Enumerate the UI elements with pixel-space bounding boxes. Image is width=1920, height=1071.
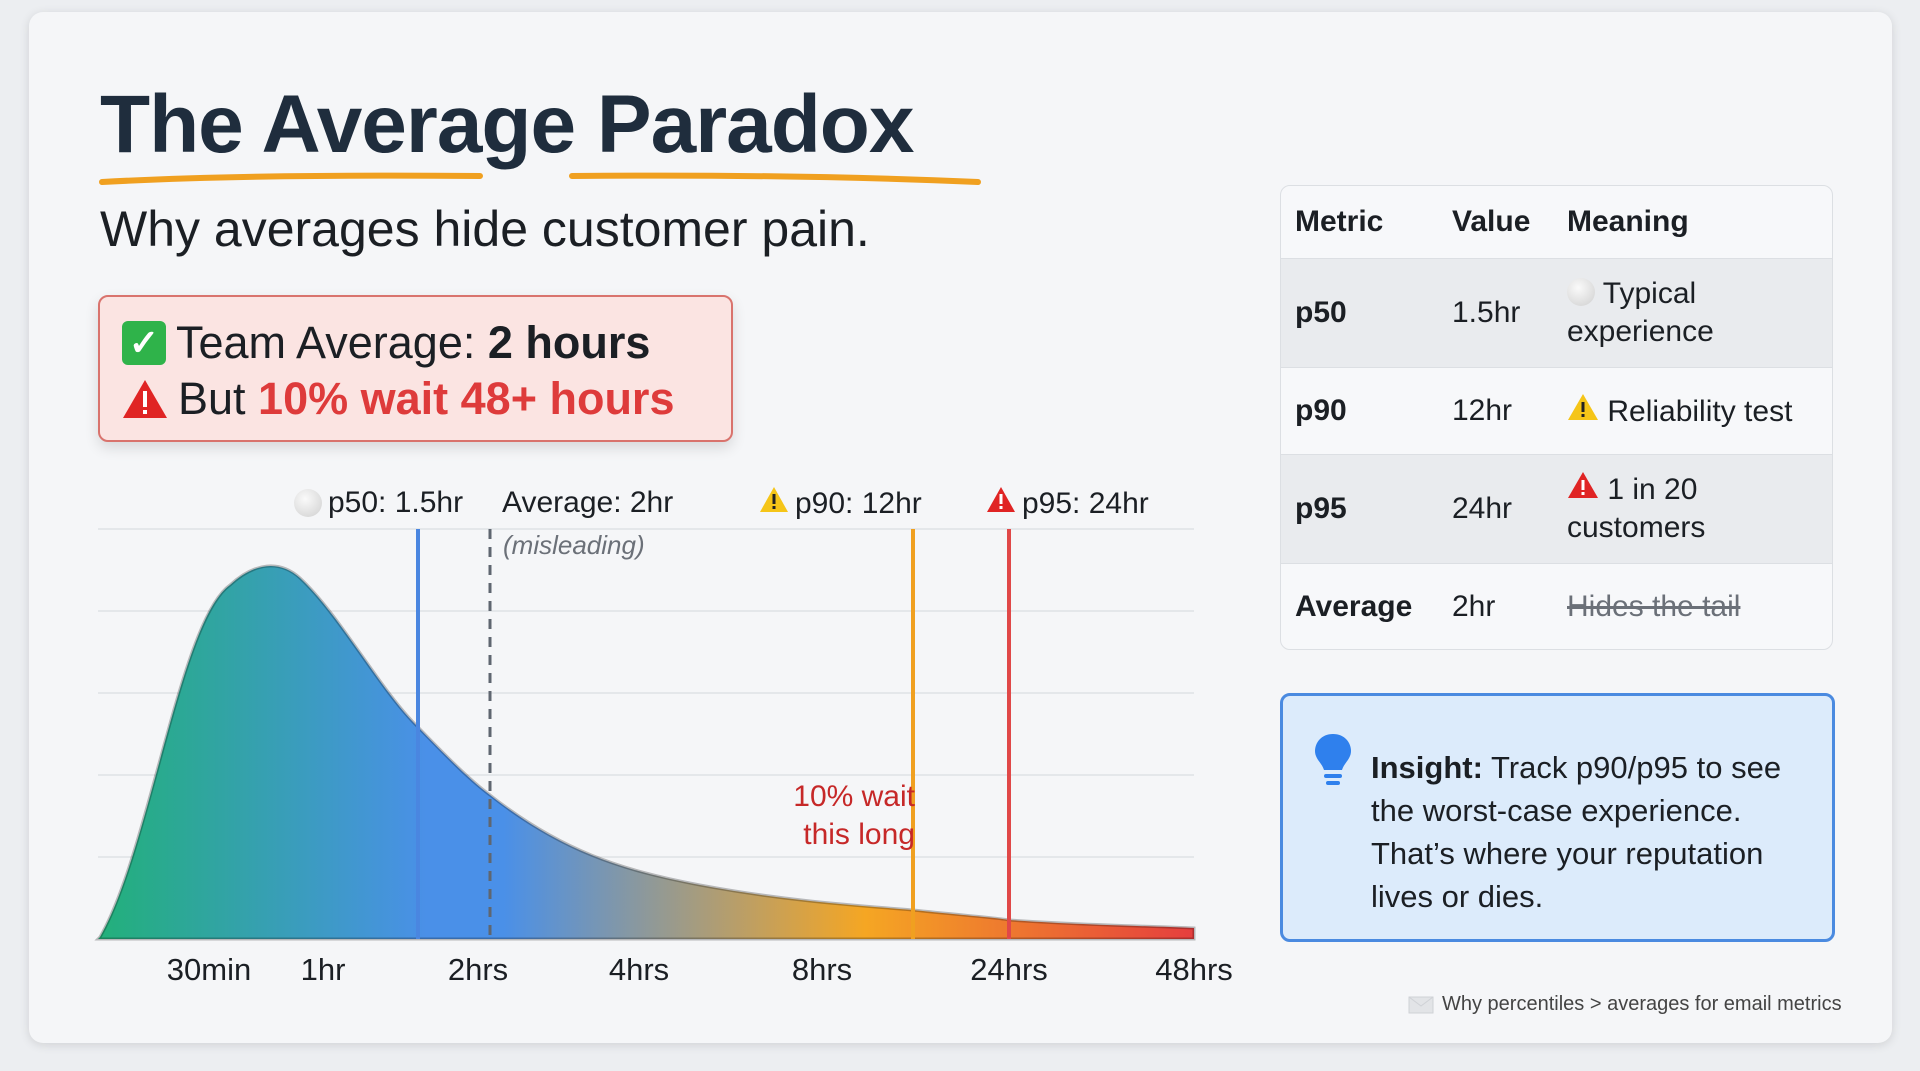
table-row: Average 2hr Hides the tail xyxy=(1281,563,1832,649)
annotation-line: this long xyxy=(803,818,915,851)
marker-label: p95: 24hr xyxy=(986,486,1149,521)
alert-line1-label: Team Average: xyxy=(176,317,488,368)
warning-icon xyxy=(1568,472,1598,498)
marker-label: Average: 2hr xyxy=(502,486,673,520)
marker-label-text: p90: 12hr xyxy=(795,486,922,520)
insight-label: Insight: xyxy=(1371,750,1483,785)
x-tick-label: 30min xyxy=(166,952,252,987)
metrics-table: Metric Value Meaning p50 1.5hr Typical e… xyxy=(1280,185,1833,650)
table-header: Metric Value Meaning xyxy=(1281,186,1832,258)
alert-line2-value: 10% wait 48+ hours xyxy=(258,373,675,424)
meaning-cell: 1 in 20 customers xyxy=(1567,473,1706,544)
page-title: The Average Paradox xyxy=(100,79,914,170)
value-cell: 12hr xyxy=(1438,367,1553,454)
table-row: p90 12hr Reliability test xyxy=(1281,367,1832,454)
value-cell: 2hr xyxy=(1438,563,1553,649)
annotation-line: 10% wait xyxy=(793,780,915,813)
alert-line1-value: 2 hours xyxy=(487,317,651,368)
average-note: (misleading) xyxy=(503,530,645,560)
envelope-icon xyxy=(1408,996,1434,1013)
distribution-area xyxy=(94,564,1196,941)
circle-icon xyxy=(294,489,322,517)
circle-icon xyxy=(1567,278,1595,306)
value-cell: 1.5hr xyxy=(1438,258,1553,367)
metric-cell: Average xyxy=(1295,589,1413,623)
metric-cell: p90 xyxy=(1295,394,1347,427)
meaning-cell: Typical experience xyxy=(1567,277,1714,348)
check-mark-icon: ✓ xyxy=(122,321,166,365)
x-tick-label: 24hrs xyxy=(970,952,1048,987)
meaning-cell: Hides the tail xyxy=(1567,589,1741,623)
title-underline xyxy=(99,172,981,185)
value-cell: 24hr xyxy=(1438,454,1553,563)
marker-label-text: p95: 24hr xyxy=(1022,486,1149,520)
metric-cell: p95 xyxy=(1295,492,1347,525)
x-tick-label: 1hr xyxy=(300,952,346,987)
insight-box: Insight: Track p90/p95 to see the worst-… xyxy=(1280,693,1835,942)
marker-label: p90: 12hr xyxy=(759,486,922,521)
marker-label-text: p50: 1.5hr xyxy=(328,486,464,519)
metric-cell: p50 xyxy=(1295,296,1347,329)
warning-icon xyxy=(1568,394,1598,420)
warning-icon xyxy=(986,486,1016,521)
lightbulb-icon xyxy=(1315,734,1351,785)
x-tick-label: 48hrs xyxy=(1155,952,1233,987)
footer-text: Why percentiles > averages for email met… xyxy=(1442,993,1842,1015)
x-tick-label: 8hrs xyxy=(791,952,853,987)
warning-icon xyxy=(759,486,789,521)
header-value: Value xyxy=(1452,205,1531,238)
warning-icon xyxy=(123,380,167,418)
table-row: p95 24hr 1 in 20 customers xyxy=(1281,454,1832,563)
table-row: p50 1.5hr Typical experience xyxy=(1281,258,1832,367)
footer-caption: Why percentiles > averages for email met… xyxy=(1408,993,1842,1016)
alert-line2-label: But xyxy=(178,373,259,424)
insight-body: Track p90/p95 to see the worst-case expe… xyxy=(1371,750,1782,914)
x-tick-label: 2hrs xyxy=(447,952,509,987)
x-tick-label: 4hrs xyxy=(608,952,670,987)
tail-annotation: 10% wait this long xyxy=(745,778,915,854)
alert-box: ✓ Team Average: 2 hours But 10% wait 48+… xyxy=(98,295,733,442)
header-meaning: Meaning xyxy=(1567,205,1689,238)
meaning-cell: Reliability test xyxy=(1607,395,1793,428)
header-metric: Metric xyxy=(1295,205,1384,238)
insight-text: Insight: Track p90/p95 to see the worst-… xyxy=(1371,746,1821,918)
page-subtitle: Why averages hide customer pain. xyxy=(100,201,870,257)
marker-label-text: Average: 2hr xyxy=(502,486,674,519)
marker-label: p50: 1.5hr xyxy=(294,486,463,520)
